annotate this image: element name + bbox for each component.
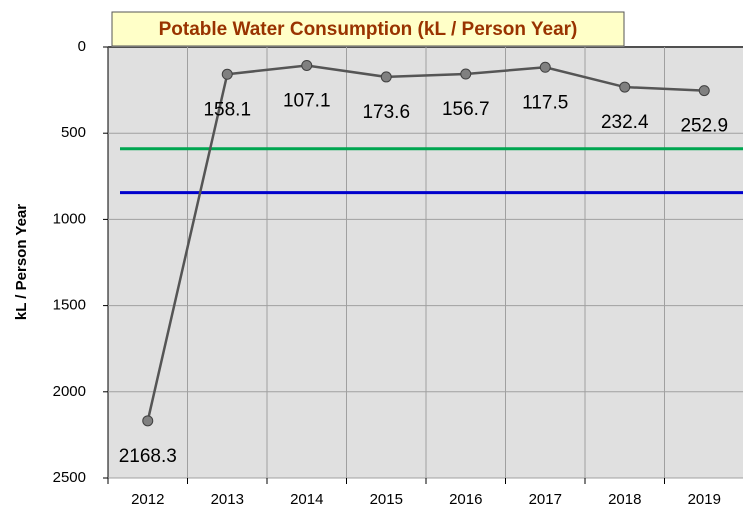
x-tick-label: 2012 bbox=[131, 491, 164, 508]
x-tick-label: 2019 bbox=[688, 491, 721, 508]
y-tick-label: 0 bbox=[78, 38, 86, 55]
y-tick-label: 2000 bbox=[53, 383, 86, 400]
x-tick-label: 2014 bbox=[290, 491, 323, 508]
x-tick-label: 2015 bbox=[370, 491, 403, 508]
data-label: 252.9 bbox=[680, 116, 728, 137]
marks bbox=[103, 46, 743, 484]
data-label: 117.5 bbox=[522, 92, 568, 113]
title-box bbox=[111, 11, 625, 47]
point bbox=[380, 71, 392, 83]
y-tick-label: 2500 bbox=[53, 469, 86, 486]
x-tick-label: 2016 bbox=[449, 491, 482, 508]
point bbox=[698, 85, 710, 97]
chart-title: Potable Water Consumption (kL / Person Y… bbox=[159, 19, 578, 40]
point bbox=[142, 415, 154, 427]
y-tick-label: 1500 bbox=[53, 297, 86, 314]
y-axis-label: kL / Person Year bbox=[13, 204, 30, 320]
data-label: 107.1 bbox=[283, 90, 331, 111]
point bbox=[460, 68, 472, 80]
x-tick-label: 2017 bbox=[529, 491, 562, 508]
data-label: 156.7 bbox=[442, 99, 490, 120]
x-tick-label: 2018 bbox=[608, 491, 641, 508]
data-label: 232.4 bbox=[601, 112, 649, 133]
y-tick-label: 500 bbox=[61, 124, 86, 141]
point bbox=[221, 68, 233, 80]
data-label: 2168.3 bbox=[119, 446, 177, 467]
point bbox=[539, 61, 551, 73]
data-label: 158.1 bbox=[203, 99, 251, 120]
point bbox=[619, 81, 631, 93]
point bbox=[301, 59, 313, 71]
series-line bbox=[146, 64, 705, 422]
y-tick-label: 1000 bbox=[53, 210, 86, 227]
x-tick-label: 2013 bbox=[211, 491, 244, 508]
data-label: 173.6 bbox=[362, 102, 410, 123]
